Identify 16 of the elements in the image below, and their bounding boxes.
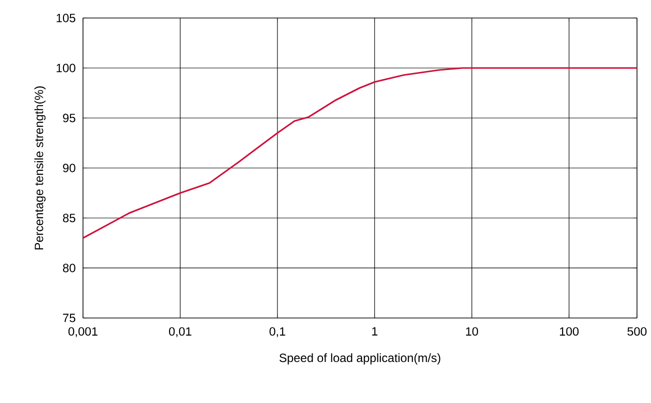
y-tick-label: 90 [63, 164, 76, 172]
y-tick-label: 95 [63, 114, 76, 122]
y-tick-label: 85 [62, 214, 76, 222]
y-tick-label: 80 [62, 264, 76, 272]
y-axis-title: Percentage tensile strength(%) [34, 86, 46, 250]
x-tick-label: 0,01 [169, 327, 192, 338]
x-tick-label: 1 [372, 327, 378, 336]
x-tick-label: 10 [466, 327, 478, 336]
x-axis-title: Speed of load application(m/s) [280, 353, 440, 364]
x-tick-label: 500 [627, 327, 647, 336]
y-tick-label: 75 [63, 314, 76, 322]
x-tick-label: 0,1 [270, 327, 286, 338]
x-tick-label: 100 [560, 327, 579, 336]
y-tick-label: 105 [56, 14, 76, 22]
x-tick-label: 0,001 [68, 327, 98, 338]
y-tick-label: 100 [56, 64, 76, 72]
